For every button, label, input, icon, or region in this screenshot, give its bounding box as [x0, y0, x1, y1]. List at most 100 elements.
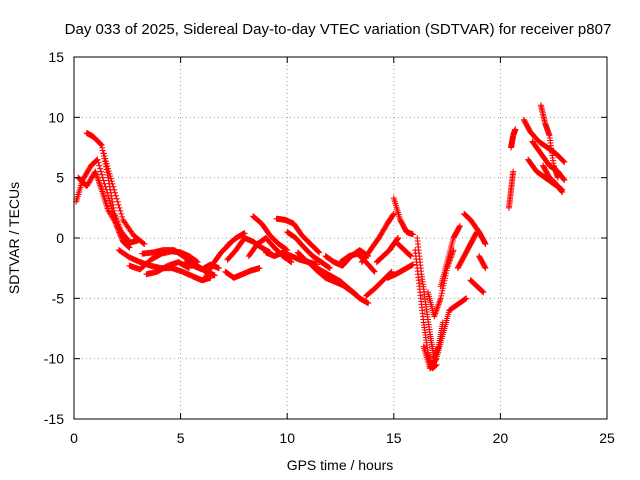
data-point	[241, 230, 248, 237]
series-s24	[363, 268, 395, 299]
data-point	[140, 240, 147, 247]
data-point	[100, 150, 107, 157]
data-point	[406, 252, 413, 259]
data-point	[201, 275, 208, 282]
data-point	[125, 243, 132, 250]
data-point	[107, 173, 114, 180]
data-point	[126, 238, 133, 245]
x-tick-label: 5	[177, 430, 185, 446]
data-point	[96, 162, 103, 169]
data-point	[439, 287, 446, 294]
data-point	[206, 266, 213, 273]
series-s13	[224, 230, 248, 249]
x-tick-label: 25	[599, 430, 615, 446]
data-point	[436, 299, 443, 306]
data-point	[98, 185, 105, 192]
data-point	[98, 142, 105, 149]
data-point	[95, 177, 102, 184]
data-point	[203, 273, 210, 280]
data-point	[479, 288, 486, 295]
series-s36	[467, 277, 487, 296]
y-tick-label: 5	[56, 170, 64, 186]
data-point	[103, 160, 110, 167]
data-point	[432, 356, 439, 363]
data-point	[202, 274, 209, 281]
data-point	[108, 178, 115, 185]
data-point	[105, 168, 112, 175]
data-point	[211, 272, 218, 279]
data-point	[438, 290, 445, 297]
series-s17	[273, 215, 323, 256]
data-point	[561, 158, 568, 165]
series-s38	[505, 168, 517, 211]
series-s37	[476, 253, 489, 272]
data-point	[315, 248, 322, 255]
data-point	[125, 244, 132, 251]
y-tick-label: 10	[48, 109, 64, 125]
data-point	[325, 264, 332, 271]
series-s26	[390, 195, 416, 238]
data-point	[97, 182, 104, 189]
data-point	[287, 258, 294, 265]
data-point	[365, 300, 372, 307]
data-point	[97, 140, 104, 147]
axis-ticks	[73, 56, 608, 420]
data-point	[98, 168, 105, 175]
data-point	[94, 176, 101, 183]
data-point	[370, 267, 377, 274]
data-point	[435, 302, 442, 309]
series-s44	[540, 162, 566, 196]
y-axis-label: SDTVAR / TECUs	[6, 182, 22, 294]
series-s18	[284, 228, 333, 272]
data-point	[434, 304, 441, 311]
y-tick-label: -5	[52, 290, 65, 306]
data-point	[111, 186, 118, 193]
data-point	[456, 223, 463, 230]
data-point	[314, 248, 321, 255]
data-point	[461, 296, 468, 303]
data-point	[256, 265, 263, 272]
data-point	[208, 264, 215, 271]
x-tick-label: 10	[279, 430, 295, 446]
data-point	[326, 264, 333, 271]
data-point	[203, 272, 210, 279]
data-points	[73, 102, 568, 372]
data-point	[99, 174, 106, 181]
data-point	[104, 163, 111, 170]
data-point	[482, 241, 489, 248]
data-point	[561, 177, 568, 184]
data-point	[109, 198, 116, 205]
x-tick-labels: 0 5 10 15 20 25	[70, 430, 615, 446]
data-point	[482, 265, 489, 272]
data-point	[316, 249, 323, 256]
data-point	[94, 156, 101, 163]
data-point	[114, 198, 121, 205]
x-tick-label: 15	[386, 430, 402, 446]
plot-frame	[73, 56, 608, 420]
data-point	[109, 180, 116, 187]
data-point	[93, 157, 100, 164]
y-tick-labels: -15 -10 -5 0 5 10 15	[44, 49, 64, 427]
data-point	[409, 231, 416, 238]
y-tick-label: -10	[44, 351, 64, 367]
data-point	[510, 168, 517, 175]
data-point	[204, 270, 211, 277]
series-s33	[437, 222, 463, 290]
data-point	[395, 235, 402, 241]
chart-title: Day 033 of 2025, Sidereal Day-to-day VTE…	[65, 21, 612, 38]
series-s39	[508, 126, 519, 151]
data-point	[207, 265, 214, 272]
data-point	[110, 204, 117, 211]
data-point	[559, 157, 566, 164]
series-s25	[373, 235, 402, 266]
data-point	[438, 292, 445, 299]
data-point	[558, 187, 565, 194]
data-point	[105, 165, 112, 172]
series-s31	[420, 295, 470, 372]
x-axis-label: GPS time / hours	[287, 457, 394, 473]
data-point	[437, 295, 444, 302]
data-point	[560, 175, 567, 182]
data-point	[99, 144, 106, 151]
data-point	[215, 265, 222, 272]
data-point	[115, 201, 122, 208]
